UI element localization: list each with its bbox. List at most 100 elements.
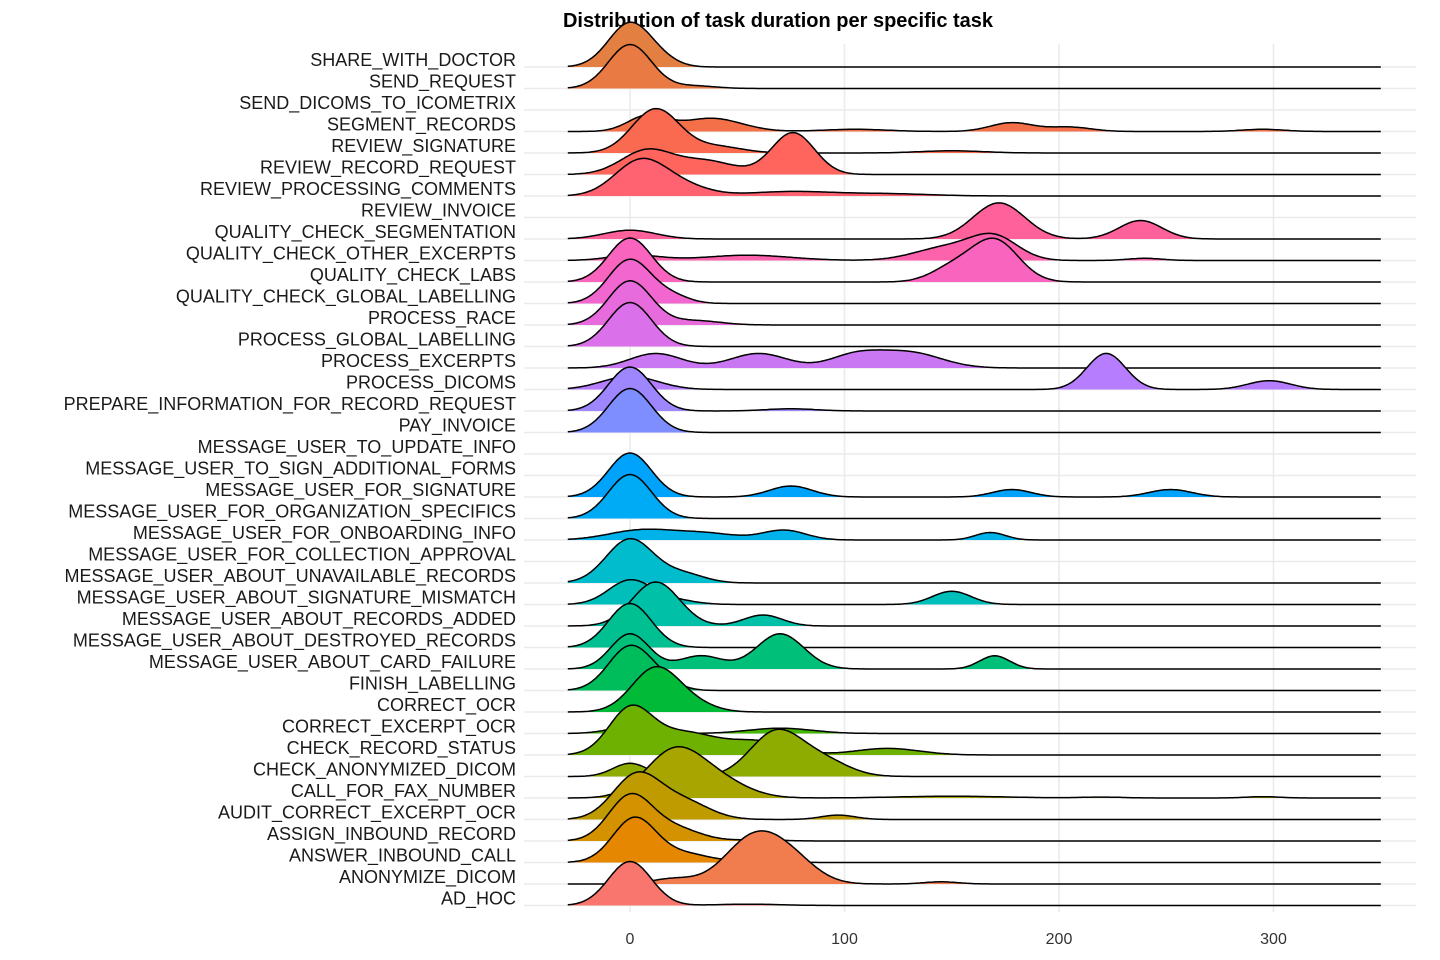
ridge-segment-records: [567, 113, 1381, 133]
ridge-line: [567, 387, 1381, 434]
ridge-line: [567, 258, 1381, 305]
ridge-line: [567, 452, 1381, 498]
category-label: CHECK_ANONYMIZED_DICOM: [253, 760, 516, 781]
category-label: SEND_REQUEST: [369, 72, 516, 93]
ridge-line: [567, 237, 1381, 283]
ridge-line: [567, 232, 1381, 262]
ridge-quality-check-segmentation: [567, 202, 1381, 240]
category-label: ANONYMIZE_DICOM: [339, 867, 516, 888]
ridge-line: [567, 107, 1381, 154]
ridge-fill: [567, 538, 1381, 583]
category-label: MESSAGE_USER_TO_SIGN_ADDITIONAL_FORMS: [85, 459, 516, 480]
category-label: REVIEW_RECORD_REQUEST: [260, 158, 516, 179]
ridge-fill: [567, 729, 1381, 777]
ridge-message-user-for-organization-specifics: [567, 473, 1381, 520]
category-label: FINISH_LABELLING: [349, 674, 516, 695]
ridge-line: [567, 43, 1381, 90]
ridge-fill: [567, 388, 1381, 433]
x-tick-label: 100: [831, 931, 858, 948]
ridge-fill: [567, 132, 1381, 175]
ridge-anonymize-dicom: [567, 830, 1381, 885]
ridge-share-with-doctor: [567, 21, 1381, 68]
ridge-fill: [567, 22, 1381, 67]
ridge-line: [567, 771, 1381, 821]
ridge-correct-ocr: [567, 665, 1381, 713]
ridge-message-user-about-card-failure: [567, 632, 1381, 670]
category-labels: AD_HOCANONYMIZE_DICOMANSWER_INBOUND_CALL…: [64, 50, 516, 910]
ridge-pay-invoice: [567, 387, 1381, 434]
ridge-ad-hoc: [567, 860, 1381, 907]
ridge-line: [567, 644, 1381, 692]
ridge-fill: [567, 302, 1381, 347]
ridge-line: [567, 528, 1381, 541]
ridge-fill: [567, 666, 1381, 712]
category-label: AD_HOC: [441, 889, 516, 910]
category-label: PROCESS_RACE: [368, 308, 516, 329]
ridge-answer-inbound-call: [567, 816, 1381, 864]
category-label: MESSAGE_USER_ABOUT_DESTROYED_RECORDS: [73, 631, 516, 652]
ridge-line: [567, 131, 1381, 176]
category-label: REVIEW_PROCESSING_COMMENTS: [200, 179, 516, 200]
ridge-review-processing-comments: [567, 157, 1381, 197]
category-label: SHARE_WITH_DOCTOR: [310, 50, 516, 71]
ridge-line: [567, 202, 1381, 240]
ridge-message-user-about-destroyed-records: [567, 602, 1381, 649]
category-label: ANSWER_INBOUND_CALL: [289, 846, 516, 867]
ridge-line: [567, 113, 1381, 133]
ridge-line: [567, 349, 1381, 369]
ridge-quality-check-labs: [567, 237, 1381, 283]
category-label: AUDIT_CORRECT_EXCERPT_OCR: [218, 803, 516, 824]
category-label: ASSIGN_INBOUND_RECORD: [267, 824, 516, 845]
ridge-process-global-labelling: [567, 301, 1381, 348]
category-label: MESSAGE_USER_TO_UPDATE_INFO: [198, 437, 516, 458]
category-label: SEGMENT_RECORDS: [327, 115, 516, 136]
x-axis-ticks: 0 100 200 300: [626, 931, 1287, 948]
ridge-line: [567, 726, 1381, 735]
ridge-line: [567, 816, 1381, 864]
ridge-fill: [567, 830, 1381, 884]
ridges: [567, 21, 1381, 907]
category-label: CORRECT_EXCERPT_OCR: [282, 717, 516, 738]
ridge-line: [567, 578, 1381, 606]
ridge-line: [567, 665, 1381, 713]
ridge-send-request: [567, 43, 1381, 90]
ridge-line: [567, 280, 1381, 326]
ridge-fill: [567, 349, 1381, 368]
ridge-fill: [567, 861, 1381, 906]
category-label: QUALITY_CHECK_GLOBAL_LABELLING: [176, 287, 516, 308]
category-label: SEND_DICOMS_TO_ICOMETRIX: [239, 93, 516, 114]
ridge-line: [567, 704, 1381, 756]
category-label: QUALITY_CHECK_OTHER_EXCERPTS: [186, 244, 516, 265]
category-label: MESSAGE_USER_ABOUT_UNAVAILABLE_RECORDS: [65, 566, 516, 587]
category-label: CALL_FOR_FAX_NUMBER: [291, 781, 516, 802]
ridge-line: [567, 745, 1381, 799]
category-label: CHECK_RECORD_STATUS: [287, 738, 516, 759]
ridge-line: [567, 537, 1381, 584]
chart-title: Distribution of task duration per specif…: [562, 10, 994, 32]
ridge-fill: [567, 603, 1381, 648]
ridge-line: [567, 602, 1381, 649]
category-label: PREPARE_INFORMATION_FOR_RECORD_REQUEST: [64, 394, 516, 415]
category-label: REVIEW_SIGNATURE: [331, 136, 516, 157]
category-label: MESSAGE_USER_FOR_COLLECTION_APPROVAL: [88, 545, 516, 566]
category-label: QUALITY_CHECK_SEGMENTATION: [215, 222, 516, 243]
ridge-process-dicoms: [567, 352, 1381, 391]
ridge-line: [567, 473, 1381, 520]
x-tick-label: 300: [1260, 931, 1287, 948]
category-label: CORRECT_OCR: [377, 695, 516, 716]
ridge-message-user-for-onboarding-info: [567, 528, 1381, 541]
category-label: MESSAGE_USER_FOR_ONBOARDING_INFO: [133, 523, 516, 544]
ridge-fill: [567, 44, 1381, 89]
ridge-line: [567, 632, 1381, 670]
ridge-line: [567, 366, 1381, 412]
category-label: PROCESS_EXCERPTS: [321, 351, 516, 372]
ridge-fill: [567, 158, 1381, 196]
category-label: PROCESS_DICOMS: [346, 373, 516, 394]
category-label: QUALITY_CHECK_LABS: [310, 265, 516, 286]
ridge-message-user-about-unavailable-records: [567, 537, 1381, 584]
ridge-line: [567, 157, 1381, 197]
ridge-process-excerpts: [567, 349, 1381, 369]
category-label: PAY_INVOICE: [399, 416, 516, 437]
ridge-fill: [567, 474, 1381, 519]
